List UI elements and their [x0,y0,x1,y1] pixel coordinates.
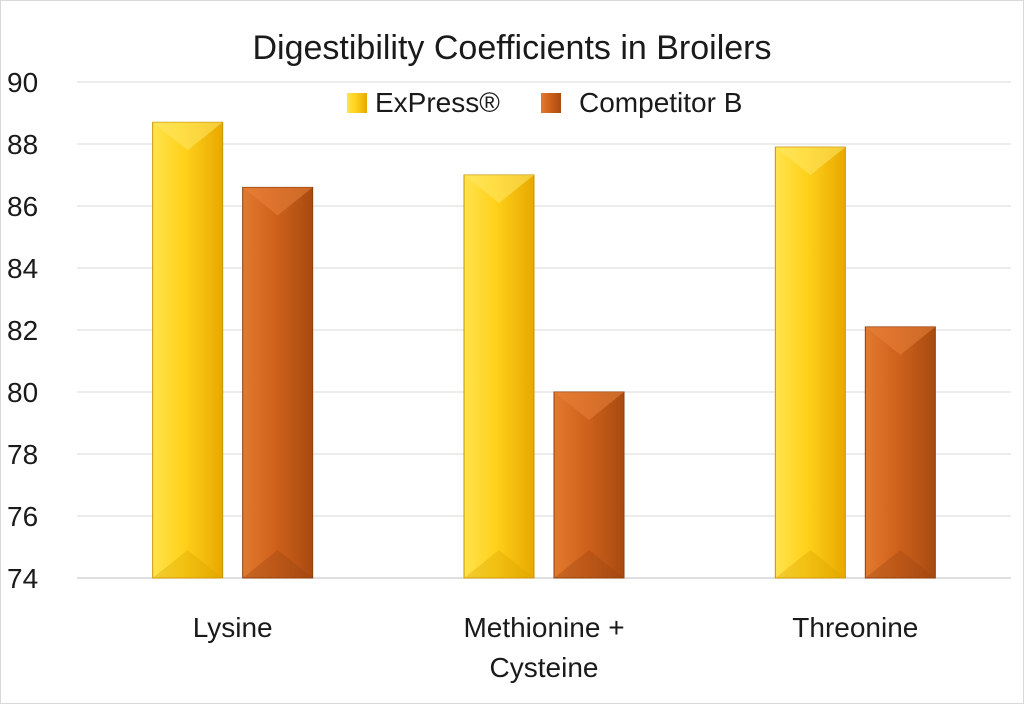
y-tick-label: 86 [7,191,38,222]
x-tick-label: Methionine + Cysteine [463,612,624,683]
bar-competitor-b [864,326,936,579]
bar-body [553,391,625,579]
bar-bevel-top [775,147,846,176]
legend-item-express: ExPress® [347,87,500,118]
x-tick-label: Threonine [792,612,918,643]
bar-express [774,146,846,579]
bar-express [463,174,535,579]
gridlines [77,81,1011,579]
bar-bevel-bottom [464,550,534,578]
bar-bevel-bottom [242,550,313,578]
legend-label-express: ExPress® [375,87,500,118]
bar-bevel-top [464,175,534,203]
bars [152,121,936,579]
y-tick-label: 82 [7,315,38,346]
bar-bevel-top [554,392,624,420]
legend-label-competitor-b: Competitor B [579,87,742,118]
y-tick-label: 78 [7,439,38,470]
bar-bevel-bottom [775,550,846,578]
y-tick-label: 90 [7,67,38,98]
y-axis-ticks: 74 76 78 80 82 84 86 88 90 [7,67,38,594]
bar-body [774,146,846,579]
bar-bevel-bottom [152,550,223,578]
y-tick-label: 74 [7,563,38,594]
bar-bevel-top [152,122,223,151]
bar-bevel-top [242,187,313,216]
y-tick-label: 80 [7,377,38,408]
bar-body [463,174,535,579]
bar-bevel-bottom [554,550,624,578]
legend-swatch-competitor-b [541,93,561,113]
x-tick-label-line: Lysine [193,612,273,643]
x-tick-label-line: Methionine + [463,612,624,643]
bar-body [242,186,314,579]
bar-body [864,326,936,579]
x-tick-label-line: Threonine [792,612,918,643]
x-axis-ticks: Lysine Methionine + Cysteine Threonine [193,612,919,683]
x-tick-label: Lysine [193,612,273,643]
legend-swatch-express [347,93,367,113]
y-tick-label: 84 [7,253,38,284]
bar-express [152,121,224,579]
bar-competitor-b [553,391,625,579]
legend: ExPress® Competitor B [347,87,742,118]
legend-item-competitor-b: Competitor B [541,87,742,118]
y-tick-label: 76 [7,501,38,532]
bar-bevel-top [865,326,936,355]
chart-title: Digestibility Coefficients in Broilers [252,29,771,67]
x-tick-label-line: Cysteine [490,652,599,683]
y-tick-label: 88 [7,129,38,160]
bar-body [152,121,224,579]
bar-bevel-bottom [865,550,936,578]
bar-competitor-b [242,186,314,579]
